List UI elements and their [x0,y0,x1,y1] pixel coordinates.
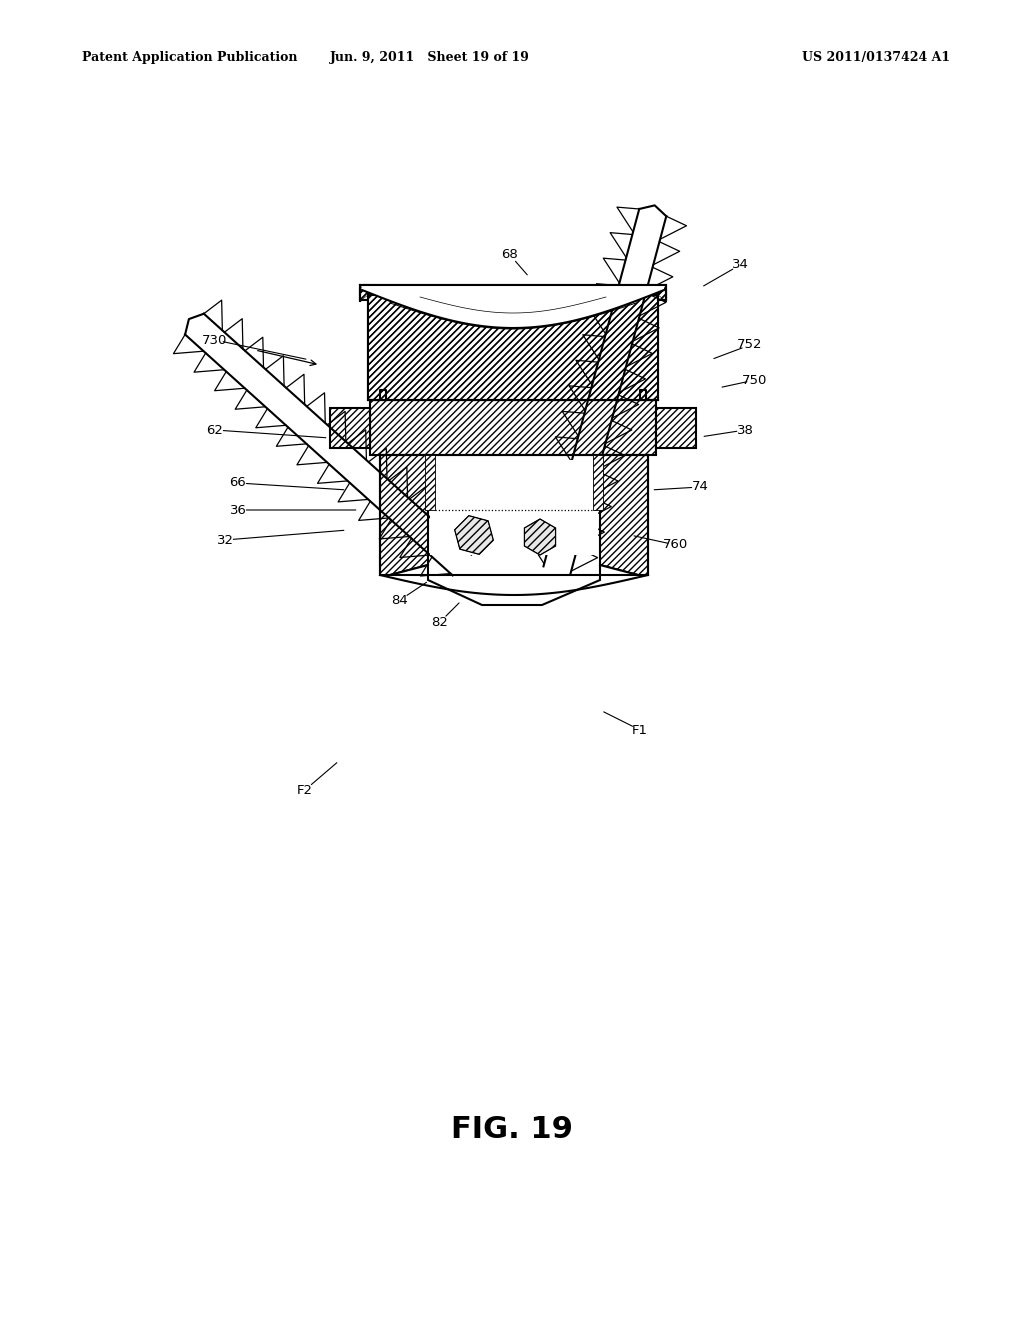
Polygon shape [390,565,638,605]
Text: FIG. 19: FIG. 19 [451,1115,573,1144]
Polygon shape [524,519,556,554]
Polygon shape [360,285,368,300]
Text: 752: 752 [737,338,763,351]
Polygon shape [593,455,603,510]
Text: F1: F1 [632,723,648,737]
Text: 84: 84 [391,594,409,606]
Text: 62: 62 [207,424,223,437]
Polygon shape [368,294,658,400]
Text: 66: 66 [229,477,247,490]
Polygon shape [185,314,471,576]
Polygon shape [380,455,428,576]
Polygon shape [658,285,666,300]
Text: 36: 36 [229,503,247,516]
Text: 82: 82 [431,615,449,628]
Polygon shape [430,459,598,554]
Polygon shape [544,209,667,574]
Text: 32: 32 [216,533,233,546]
Text: 34: 34 [731,259,749,272]
Text: Jun. 9, 2011   Sheet 19 of 19: Jun. 9, 2011 Sheet 19 of 19 [330,51,530,65]
Text: 68: 68 [502,248,518,261]
Polygon shape [330,408,370,447]
Text: 760: 760 [664,539,688,552]
Polygon shape [370,400,656,455]
Text: US 2011/0137424 A1: US 2011/0137424 A1 [802,51,950,65]
Polygon shape [360,285,666,400]
Polygon shape [362,285,664,327]
Text: F2: F2 [297,784,313,796]
Text: 750: 750 [742,374,768,387]
Polygon shape [600,455,648,576]
Polygon shape [656,408,696,447]
Polygon shape [455,516,494,554]
Polygon shape [425,455,435,510]
Text: 74: 74 [691,480,709,494]
Text: 730: 730 [203,334,227,346]
Text: Patent Application Publication: Patent Application Publication [82,51,298,65]
Text: 38: 38 [736,424,754,437]
